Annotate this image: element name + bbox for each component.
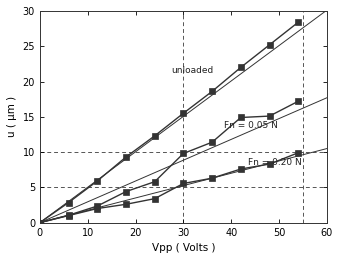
Text: unloaded: unloaded xyxy=(171,66,214,75)
Text: Fn = 0.20 N: Fn = 0.20 N xyxy=(248,158,302,167)
Text: Fn = 0.05 N: Fn = 0.05 N xyxy=(224,121,278,130)
Y-axis label: u ( μm ): u ( μm ) xyxy=(7,96,17,137)
X-axis label: Vpp ( Volts ): Vpp ( Volts ) xyxy=(152,243,215,253)
